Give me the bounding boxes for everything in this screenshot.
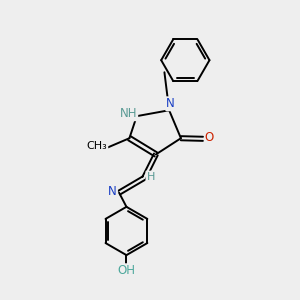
Text: H: H — [146, 172, 155, 182]
Text: NH: NH — [120, 107, 137, 120]
Text: OH: OH — [117, 264, 135, 277]
Text: N: N — [166, 97, 175, 110]
Text: N: N — [108, 185, 117, 198]
Text: CH₃: CH₃ — [87, 141, 107, 151]
Text: O: O — [205, 131, 214, 144]
